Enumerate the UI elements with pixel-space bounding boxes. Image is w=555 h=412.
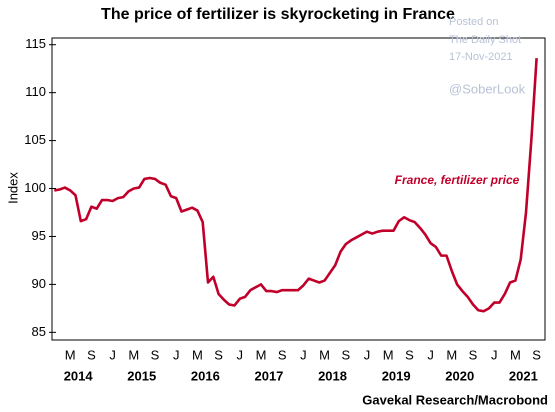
year-label: 2016 (191, 368, 220, 383)
x-tick-label: J (237, 347, 244, 362)
x-tick-label: M (65, 347, 76, 362)
x-tick-label: J (173, 347, 180, 362)
x-tick-label: M (383, 347, 394, 362)
watermark: @SoberLook (449, 81, 526, 96)
year-label: 2020 (445, 368, 474, 383)
x-tick-label: S (532, 347, 541, 362)
x-tick-label: S (341, 347, 350, 362)
x-tick-label: J (364, 347, 371, 362)
y-axis-label: Index (5, 172, 20, 204)
year-label: 2015 (127, 368, 156, 383)
x-tick-label: S (405, 347, 414, 362)
chart-title: The price of fertilizer is skyrocketing … (101, 6, 455, 23)
y-tick-label: 105 (24, 132, 46, 147)
year-label: 2021 (509, 368, 538, 383)
x-tick-label: M (192, 347, 203, 362)
annotation: France, fertilizer price (395, 173, 520, 187)
year-label: 2014 (64, 368, 94, 383)
x-tick-label: M (256, 347, 267, 362)
x-tick-label: S (87, 347, 96, 362)
x-tick-label: J (109, 347, 116, 362)
x-tick-label: M (319, 347, 330, 362)
watermark: The Daily Shot (449, 34, 521, 46)
year-label: 2019 (382, 368, 411, 383)
year-label: 2017 (254, 368, 283, 383)
data-line (54, 58, 538, 313)
y-tick-label: 100 (24, 180, 46, 195)
x-tick-label: M (446, 347, 457, 362)
y-tick-label: 85 (32, 324, 46, 339)
y-tick-label: 110 (25, 84, 46, 99)
x-tick-label: J (300, 347, 307, 362)
y-tick-label: 115 (25, 36, 46, 51)
x-tick-label: M (510, 347, 521, 362)
x-tick-label: S (278, 347, 287, 362)
x-tick-label: S (469, 347, 478, 362)
x-tick-label: S (214, 347, 223, 362)
y-tick-label: 90 (32, 276, 46, 291)
x-tick-label: S (151, 347, 160, 362)
x-tick-label: M (128, 347, 139, 362)
x-tick-label: J (491, 347, 498, 362)
source: Gavekal Research/Macrobond (362, 392, 548, 407)
watermark: Posted on (449, 16, 499, 28)
watermark: 17-Nov-2021 (449, 51, 513, 63)
x-tick-label: J (427, 347, 434, 362)
y-tick-label: 95 (32, 228, 46, 243)
year-label: 2018 (318, 368, 347, 383)
